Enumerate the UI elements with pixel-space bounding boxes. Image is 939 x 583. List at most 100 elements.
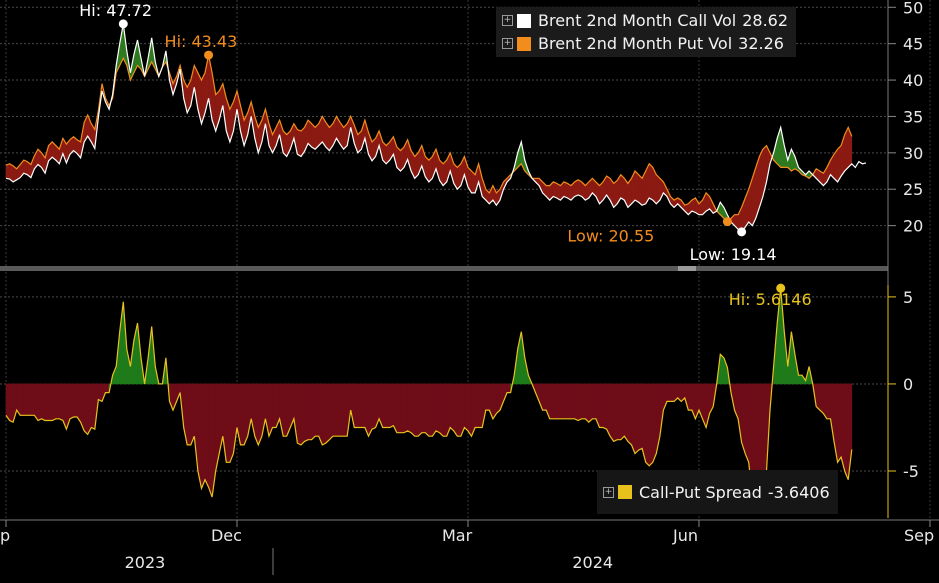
y-tick-label-bottom: 0 [903,375,913,394]
spread-fill-segment [652,383,657,463]
legend-bottom[interactable]: + Call-Put Spread -3.6406 [597,470,838,514]
put-hi-label: Hi: 43.43 [165,32,238,51]
spread-fill-segment [382,383,387,428]
spread-fill-segment [396,383,401,433]
spread-fill-segment [27,383,32,416]
vol-fill-segment [23,159,28,176]
spread-fill-segment [69,383,74,420]
year-label: 2024 [572,553,613,572]
legend-item-spread[interactable]: + Call-Put Spread -3.6406 [603,472,830,512]
y-tick-label-top: 25 [903,180,923,199]
spread-fill-segment [478,383,483,428]
spread-fill-segment [542,383,547,411]
spread-fill-segment [314,383,320,437]
spread-fill-segment [844,383,849,480]
spread-fill-segment [506,383,511,393]
vol-fill-segment [563,181,568,199]
call-vol-line [5,23,867,233]
legend-call-label: Brent 2nd Month Call Vol [538,11,737,30]
spread-fill-segment [353,383,359,428]
spread-fill-segment [204,383,209,488]
spread-fill-segment [73,383,78,418]
spread-fill-segment [567,383,572,420]
vol-fill-segment [297,129,302,158]
spread-fill-segment [229,383,234,463]
spread-fill-segment [226,383,231,463]
spread-fill-segment [240,383,245,446]
spread-fill-segment [616,383,622,440]
spread-fill-segment [421,383,426,433]
x-tick-label: Dec [211,526,242,545]
spread-fill-segment [98,383,103,402]
legend-spread-label: Call-Put Spread [639,482,762,502]
spread-fill-segment [606,383,611,437]
spread-fill-segment [343,383,348,437]
legend-item-put[interactable]: + Brent 2nd Month Put Vol 32.26 [502,32,788,55]
spread-fill-segment [41,383,46,421]
spread-fill-segment [357,383,362,428]
spread-fill-segment [577,383,583,421]
spread-fill-segment [474,383,479,428]
put-swatch [517,36,531,51]
x-tick-label: Sep [0,526,10,545]
spread-fill-segment [599,383,604,428]
panel-divider[interactable] [0,266,888,271]
spread-fill-segment [307,383,312,440]
spread-fill-segment [798,374,803,385]
call-low-label: Low: 19.14 [690,245,777,264]
spread-fill-segment [560,383,565,420]
spread-fill-segment [670,383,675,402]
spread-fill-segment [9,383,14,423]
put-low-marker [722,217,732,227]
spread-fill-segment [258,383,263,445]
expand-icon[interactable]: + [502,15,513,26]
legend-top[interactable]: + Brent 2nd Month Call Vol 28.62 + Brent… [496,7,797,57]
spread-fill-segment [638,383,643,451]
spread-fill-segment [453,383,458,438]
spread-fill-segment [23,383,28,416]
expand-icon[interactable]: + [603,486,614,498]
y-tick-label-top: 45 [903,35,923,54]
vol-fill-segment [307,119,312,148]
vol-fill-segment [5,163,10,180]
spread-fill-segment [208,383,213,498]
spread-fill-segment [186,383,192,446]
x-tick-label: Sep [904,526,934,545]
spread-fill-segment [592,383,597,420]
spread-fill-segment [563,383,568,420]
vol-fill-segment [634,170,639,203]
spread-fill-segment [574,383,579,421]
spread-fill-segment [329,383,334,441]
spread-fill-segment [631,383,636,454]
spread-fill-segment [87,383,92,435]
spread-fill-segment [76,383,81,424]
spread-fill-segment [609,383,614,443]
call-hi-label: Hi: 47.72 [79,1,152,20]
spread-fill-segment [339,383,344,437]
spread-fill-segment [666,383,671,402]
legend-item-call[interactable]: + Brent 2nd Month Call Vol 28.62 [502,9,788,32]
spread-hi-label: Hi: 5.6146 [729,290,812,309]
spread-fill-segment [407,383,412,434]
spread-fill-segment [44,383,49,421]
spread-fill-segment [581,383,586,420]
legend-put-label: Brent 2nd Month Put Vol [538,34,733,53]
spread-fill-segment [417,383,423,437]
expand-icon[interactable]: + [502,38,513,49]
spread-line [5,288,853,507]
spread-fill-segment [51,383,57,421]
call-hi-marker [118,19,128,29]
y-tick-label-top: 40 [903,71,923,90]
spread-fill-segment [432,383,437,438]
spread-fill-segment [819,383,824,415]
y-tick-label-top: 50 [903,0,923,17]
spread-fill-segment [570,383,575,420]
spread-fill-segment [457,383,462,437]
spread-fill-segment [613,383,618,442]
panel-resize-handle[interactable] [678,266,696,271]
spread-fill-segment [300,383,305,446]
spread-fill-segment [556,383,561,420]
spread-fill-segment [439,383,444,437]
spread-fill-segment [485,383,490,411]
spread-fill-segment [403,383,408,434]
